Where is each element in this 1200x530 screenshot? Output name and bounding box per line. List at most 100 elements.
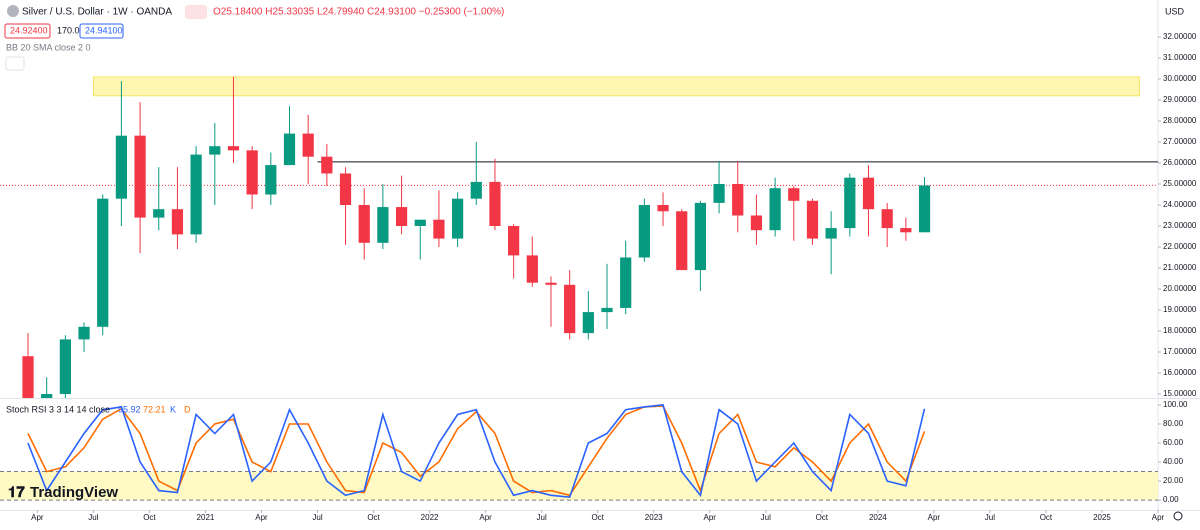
candle-body [657,204,669,212]
y-tick-label: 24.00000 [1163,200,1197,209]
y-tick-label: 25.00000 [1163,179,1197,188]
spread: 170.0 [57,25,80,35]
change-badge[interactable] [185,5,207,19]
candle-body [769,188,781,231]
candle-body [881,209,893,229]
settings-icon[interactable] [1173,511,1183,521]
candle-body [601,307,613,313]
currency: USD [1165,6,1185,16]
candle-body [582,312,594,334]
x-tick-label: Oct [143,513,156,522]
y-tick-label: 19.00000 [1163,305,1197,314]
candle-body [676,211,688,271]
symbol-title: Silver / U.S. Dollar · 1W · OANDA [22,7,172,18]
x-tick-label: Oct [591,513,604,522]
y-tick-label: 26.00000 [1163,158,1197,167]
candle-body [470,181,482,199]
candle-body [283,133,296,166]
y-tick-label: 32.00000 [1163,32,1197,41]
candle-body [190,154,202,235]
x-tick-label: 2025 [1093,513,1111,522]
x-tick-label: 2023 [645,513,663,522]
candle-body [134,135,146,218]
candle-body [713,183,725,203]
indicator-label: BB 20 SMA close 2 0 [6,42,91,52]
candle-body [806,200,819,239]
candle-body [750,215,763,231]
candle-body [508,225,520,256]
ask-box[interactable] [79,23,124,39]
candle-body [265,165,277,195]
stoch-y-tick-label: 100.00 [1163,400,1188,409]
stoch-y-tick-label: 40.00 [1163,457,1184,466]
x-tick-label: Jul [761,513,771,522]
legend-entry: K [170,404,176,414]
y-tick-label: 29.00000 [1163,95,1197,104]
overlay: Silver / U.S. Dollar · 1W · OANDA O25.18… [4,5,1197,522]
candle-body [115,135,128,199]
candle-body [302,133,314,157]
candle-body [395,207,408,226]
supply-zone [92,76,1140,97]
y-tick-label: 20.00000 [1163,284,1197,293]
x-tick-label: Jul [537,513,547,522]
stoch-d-value: 72.21 [143,404,166,414]
x-tick-label: Oct [1040,513,1053,522]
candle-body [97,198,109,327]
candle-body [900,228,912,233]
ohlc-values: O25.18400 H25.33035 L24.79940 C24.93100 … [213,7,504,18]
candle-body [358,204,370,243]
brand: TradingView [30,484,118,501]
price-pane [0,76,1158,398]
y-tick-label: 22.00000 [1163,242,1197,251]
brand-logo: 𝟏𝟕 [8,484,25,501]
candle-body [78,326,90,340]
x-tick-label: 2021 [197,513,215,522]
candle-body [451,198,464,239]
candle-body [638,204,650,258]
y-tick-label: 27.00000 [1163,137,1197,146]
x-tick-label: Apr [704,513,717,522]
candle-body [209,146,221,155]
candle-body [732,183,744,216]
candle-body [620,257,632,308]
candle-body [153,209,165,218]
y-tick-label: 17.00000 [1163,347,1197,356]
candle-body [227,146,240,151]
candle-body [321,156,333,174]
price-axis-bg [1158,0,1200,525]
x-tick-label: Jul [88,513,98,522]
ask: 24.94100 [85,25,123,35]
x-tick-label: Apr [31,513,44,522]
legend-entry: D [184,404,191,414]
x-tick-label: Oct [816,513,829,522]
candle-body [339,173,352,205]
x-tick-label: Apr [479,513,492,522]
candle-body [825,228,837,239]
x-tick-label: 2024 [869,513,887,522]
bid: 24.92400 [10,25,48,35]
y-tick-label: 15.00000 [1163,389,1197,398]
candle-body [171,209,184,235]
stoch-band [0,471,1158,501]
stoch-y-tick-label: 0.00 [1163,495,1179,504]
x-tick-label: Apr [255,513,268,522]
candle-body [489,181,501,226]
candle-body [788,188,800,201]
y-tick-label: 31.00000 [1163,53,1197,62]
x-tick-label: Apr [928,513,941,522]
candle-body [545,282,557,285]
stoch-y-tick-label: 20.00 [1163,476,1184,485]
stoch-label: Stoch RSI 3 3 14 14 close [6,404,110,414]
y-tick-label: 18.00000 [1163,326,1197,335]
stoch-line [27,404,926,499]
x-tick-label: Jul [985,513,995,522]
x-tick-label: Jul [312,513,322,522]
candle-body [22,356,34,398]
x-tick-label: Apr [1152,513,1165,522]
bid-box[interactable] [4,23,51,39]
candle-body [564,284,576,334]
y-tick-label: 30.00000 [1163,74,1197,83]
collapse-button[interactable] [5,56,25,71]
